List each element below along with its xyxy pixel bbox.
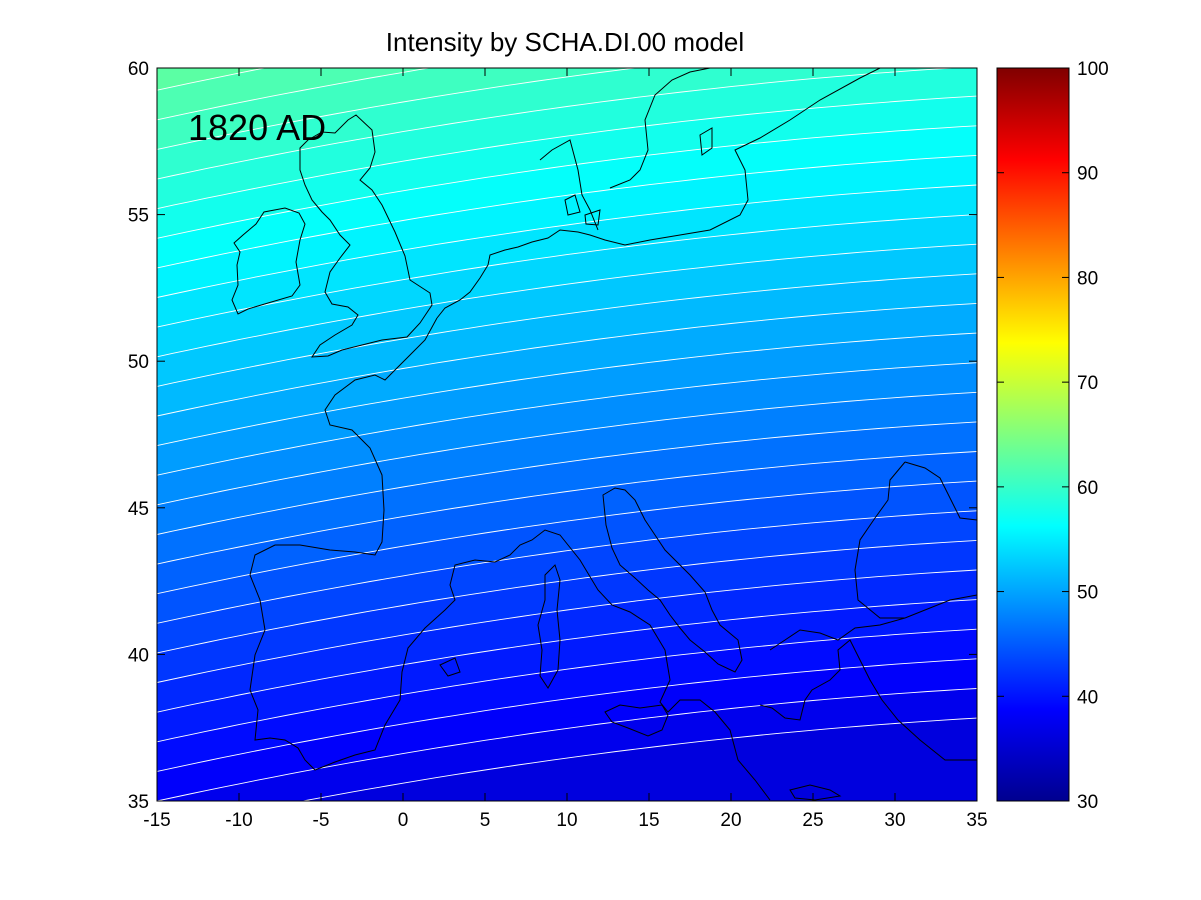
coastline-great-britain	[299, 114, 433, 358]
contour-line	[157, 68, 432, 121]
y-tick-label: 50	[128, 352, 149, 373]
field-band	[137, 0, 997, 5]
contour-line	[157, 362, 977, 476]
contour-line	[157, 421, 977, 535]
y-tick-label: 55	[128, 206, 149, 227]
x-tick-label: 25	[802, 810, 823, 831]
x-tick-label: -15	[143, 810, 170, 831]
coastline-gotland	[699, 127, 713, 156]
contour-line	[157, 68, 960, 180]
contour-line	[157, 539, 977, 654]
contour-lines	[141, 0, 994, 801]
colorbar-tick-label: 80	[1077, 268, 1098, 289]
contour-line	[157, 68, 639, 150]
coastline-sardinia	[537, 564, 561, 689]
contour-line	[157, 658, 977, 772]
contour-line	[157, 569, 977, 683]
contour-line	[157, 599, 977, 713]
contour-line	[300, 717, 977, 801]
x-tick-label: 20	[720, 810, 741, 831]
field-band	[157, 68, 430, 120]
field-band	[157, 68, 265, 91]
coastline-scandinavia	[539, 68, 711, 231]
coastline-italy	[602, 487, 743, 673]
y-tick-label: 45	[128, 499, 149, 520]
x-tick-label: 15	[638, 810, 659, 831]
coastline-greece	[759, 639, 977, 761]
colorbar-tick-label: 30	[1077, 792, 1098, 813]
contour-line	[157, 125, 977, 239]
colorbar-tick-label: 100	[1077, 59, 1109, 80]
contour-line	[141, 0, 994, 5]
y-tick-label: 35	[128, 792, 149, 813]
colorbar-tick-label: 70	[1077, 373, 1098, 394]
year-annotation: 1820 AD	[188, 107, 326, 148]
chart-title: Intensity by SCHA.DI.00 model	[386, 27, 744, 57]
contour-line	[157, 95, 977, 210]
intensity-field	[137, 0, 997, 801]
colorbar-tick-label: 50	[1077, 583, 1098, 604]
colorbar	[996, 67, 1070, 802]
contour-line	[157, 214, 977, 328]
x-tick-label: 10	[556, 810, 577, 831]
y-tick-label: 40	[128, 645, 149, 666]
coastline-western-europe	[436, 68, 977, 319]
contour-line	[157, 243, 977, 358]
contour-line	[157, 154, 977, 269]
contour-line	[157, 273, 977, 387]
colorbar-axis: 100 90 80 70 60 50 40 30	[997, 59, 1109, 813]
coastline-denmark-islands	[564, 194, 601, 226]
contour-line	[157, 391, 977, 506]
coastline-sicily	[604, 704, 669, 737]
coastline-black-sea	[854, 461, 977, 619]
x-tick-label: -10	[225, 810, 252, 831]
x-tick-label: 35	[966, 810, 987, 831]
coastline-balearic	[439, 657, 461, 677]
contour-line	[157, 510, 977, 624]
y-axis: 60 55 50 45 40 35	[128, 59, 977, 813]
contour-line	[157, 628, 977, 743]
x-tick-label: 0	[398, 810, 409, 831]
x-axis: -15 -10 -5 0 5 10 15 20 25 30 35	[143, 68, 988, 831]
x-tick-label: 30	[884, 810, 905, 831]
contour-line	[157, 332, 977, 447]
contour-line	[157, 451, 977, 565]
coastline-france-spain	[249, 317, 771, 801]
contour-line	[157, 688, 977, 801]
colorbar-tick-label: 60	[1077, 478, 1098, 499]
coastlines	[231, 68, 977, 801]
plot-area	[137, 0, 997, 801]
x-tick-label: 5	[480, 810, 491, 831]
contour-line	[157, 184, 977, 298]
coastline-ireland	[231, 207, 306, 315]
coastline-balkans	[769, 594, 977, 651]
contour-line	[157, 302, 977, 417]
coastline-crete	[789, 784, 842, 801]
x-tick-label: -5	[313, 810, 330, 831]
contour-line	[157, 480, 977, 595]
y-tick-label: 60	[128, 59, 149, 80]
colorbar-tick-label: 40	[1077, 687, 1098, 708]
colorbar-tick-label: 90	[1077, 164, 1098, 185]
